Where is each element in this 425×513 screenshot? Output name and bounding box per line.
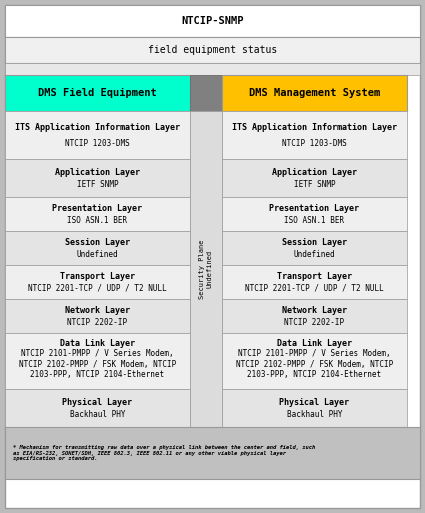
Text: Backhaul PHY: Backhaul PHY <box>70 410 125 419</box>
Bar <box>222 197 407 231</box>
Bar <box>5 5 420 37</box>
Bar <box>5 427 420 479</box>
Text: ITS Application Information Layer: ITS Application Information Layer <box>15 123 180 132</box>
Text: Session Layer: Session Layer <box>65 239 130 247</box>
Bar <box>5 111 190 159</box>
Bar <box>222 389 407 427</box>
Text: NTCIP 2202-IP: NTCIP 2202-IP <box>68 318 128 327</box>
Bar <box>222 231 407 265</box>
Bar <box>5 75 190 111</box>
Text: Transport Layer: Transport Layer <box>60 272 135 282</box>
Text: Application Layer: Application Layer <box>272 168 357 177</box>
Text: Security Plane
Undefined: Security Plane Undefined <box>199 239 212 299</box>
Text: NTCIP 2201-TCP / UDP / T2 NULL: NTCIP 2201-TCP / UDP / T2 NULL <box>245 284 384 292</box>
Bar <box>190 111 222 427</box>
Bar <box>5 299 190 333</box>
Text: Backhaul PHY: Backhaul PHY <box>287 410 342 419</box>
Bar <box>5 159 190 197</box>
Text: field equipment status: field equipment status <box>148 45 277 55</box>
Text: Undefined: Undefined <box>76 250 118 259</box>
Text: NTCIP 2202-IP: NTCIP 2202-IP <box>284 318 345 327</box>
Text: NTCIP-SNMP: NTCIP-SNMP <box>181 16 244 26</box>
Text: Transport Layer: Transport Layer <box>277 272 352 282</box>
Text: ITS Application Information Layer: ITS Application Information Layer <box>232 123 397 132</box>
Text: NTCIP 2101-PMPP / V Series Modem,
NTCIP 2102-PMPP / FSK Modem, NTCIP
2103-PPP, N: NTCIP 2101-PMPP / V Series Modem, NTCIP … <box>236 349 393 379</box>
Bar <box>222 75 407 111</box>
Text: Presentation Layer: Presentation Layer <box>53 204 142 213</box>
Text: ISO ASN.1 BER: ISO ASN.1 BER <box>68 215 128 225</box>
Bar <box>222 111 407 159</box>
Text: NTCIP 1203-DMS: NTCIP 1203-DMS <box>282 139 347 148</box>
Text: Session Layer: Session Layer <box>282 239 347 247</box>
Bar <box>222 159 407 197</box>
Bar <box>222 265 407 299</box>
Text: ISO ASN.1 BER: ISO ASN.1 BER <box>284 215 345 225</box>
Text: Undefined: Undefined <box>294 250 335 259</box>
Bar <box>190 75 222 111</box>
Text: Physical Layer: Physical Layer <box>62 398 133 407</box>
Text: DMS Management System: DMS Management System <box>249 88 380 98</box>
Bar <box>222 333 407 389</box>
Bar <box>5 197 190 231</box>
Bar <box>5 333 190 389</box>
Text: IETF SNMP: IETF SNMP <box>294 181 335 189</box>
Text: Physical Layer: Physical Layer <box>280 398 349 407</box>
Bar <box>222 299 407 333</box>
Text: Network Layer: Network Layer <box>282 306 347 315</box>
Text: Network Layer: Network Layer <box>65 306 130 315</box>
Text: NTCIP 1203-DMS: NTCIP 1203-DMS <box>65 139 130 148</box>
Text: IETF SNMP: IETF SNMP <box>76 181 118 189</box>
Text: Presentation Layer: Presentation Layer <box>269 204 360 213</box>
Text: NTCIP 2201-TCP / UDP / T2 NULL: NTCIP 2201-TCP / UDP / T2 NULL <box>28 284 167 292</box>
Text: Application Layer: Application Layer <box>55 168 140 177</box>
Bar <box>5 265 190 299</box>
Text: DMS Field Equipment: DMS Field Equipment <box>38 88 157 98</box>
Bar <box>5 231 190 265</box>
Text: Data Link Layer: Data Link Layer <box>277 339 352 348</box>
Bar <box>5 63 420 75</box>
Text: Data Link Layer: Data Link Layer <box>60 339 135 348</box>
Text: NTCIP 2101-PMPP / V Series Modem,
NTCIP 2102-PMPP / FSK Modem, NTCIP
2103-PPP, N: NTCIP 2101-PMPP / V Series Modem, NTCIP … <box>19 349 176 379</box>
Bar <box>5 389 190 427</box>
Text: * Mechanism for transmitting raw data over a physical link between the center an: * Mechanism for transmitting raw data ov… <box>13 445 315 461</box>
Bar <box>5 37 420 63</box>
